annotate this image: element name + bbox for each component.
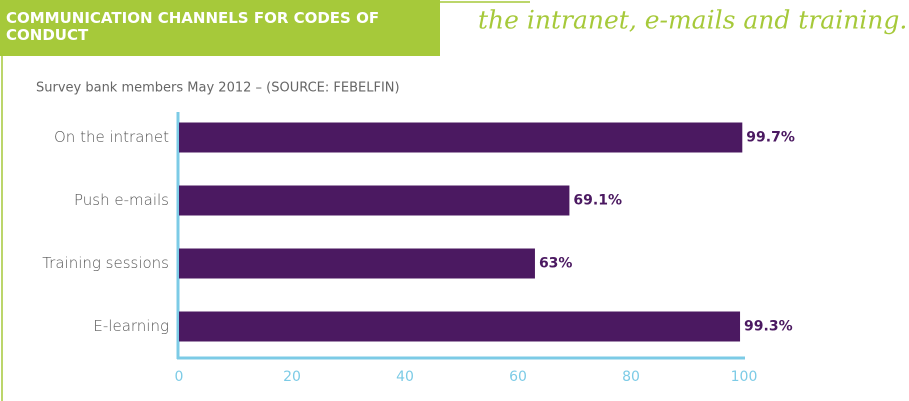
x-tick-label: 80 xyxy=(622,369,640,385)
y-tick-label: Training sessions xyxy=(42,254,169,272)
value-label: 69.1% xyxy=(573,193,622,209)
y-tick-label: On the intranet xyxy=(54,128,169,146)
x-tick-label: 60 xyxy=(509,369,527,385)
bar xyxy=(179,248,535,279)
x-tick-label: 20 xyxy=(283,369,301,385)
bar xyxy=(179,185,570,216)
quote: the intranet, e-mails and training. xyxy=(478,6,907,35)
x-tick-label: 0 xyxy=(175,369,184,385)
value-label: 63% xyxy=(539,256,573,272)
value-label: 99.3% xyxy=(744,319,793,335)
x-tick-label: 40 xyxy=(396,369,414,385)
header-title-wrap: COMMUNICATION CHANNELS FOR CODES OF COND… xyxy=(6,10,380,44)
y-tick-label: Push e-mails xyxy=(74,191,169,209)
value-label: 99.7% xyxy=(746,130,795,146)
subtitle: Survey bank members May 2012 – (SOURCE: … xyxy=(36,81,400,96)
bar xyxy=(179,311,741,342)
header-title: COMMUNICATION CHANNELS FOR CODES OF COND… xyxy=(6,10,380,44)
bar xyxy=(179,122,743,153)
y-tick-label: E-learning xyxy=(93,317,169,335)
x-tick-label: 100 xyxy=(731,369,758,385)
header-box xyxy=(0,0,440,56)
